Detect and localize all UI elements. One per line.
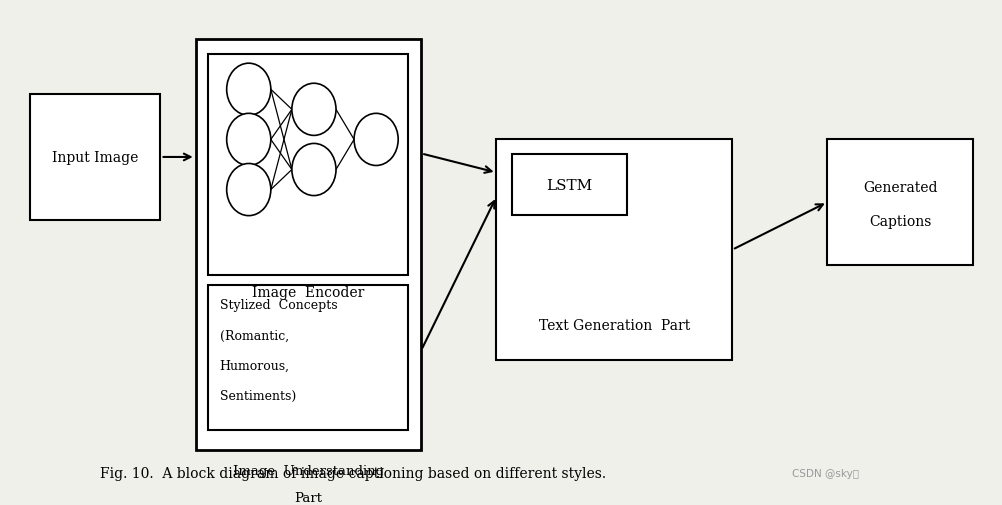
Text: Image  Understanding: Image Understanding — [232, 464, 384, 477]
Text: (Romantic,: (Romantic, — [219, 329, 289, 342]
Text: CSDN @sky赞: CSDN @sky赞 — [792, 468, 859, 478]
Text: Generated: Generated — [862, 181, 937, 194]
Bar — [827, 140, 972, 265]
Text: Text Generation  Part: Text Generation Part — [538, 318, 689, 332]
Text: Stylized  Concepts: Stylized Concepts — [219, 299, 337, 312]
Text: Image  Encoder: Image Encoder — [252, 286, 365, 300]
Bar — [30, 95, 160, 220]
Bar — [207, 55, 408, 275]
Ellipse shape — [226, 164, 271, 216]
Text: Humorous,: Humorous, — [219, 359, 290, 372]
Text: Sentiments): Sentiments) — [219, 389, 296, 402]
Text: LSTM: LSTM — [545, 178, 592, 192]
Bar — [511, 155, 626, 215]
Bar — [496, 140, 731, 361]
Ellipse shape — [354, 114, 398, 166]
Text: Fig. 10.  A block diagram of image captioning based on different styles.: Fig. 10. A block diagram of image captio… — [100, 466, 606, 480]
Text: Captions: Captions — [868, 215, 931, 228]
Ellipse shape — [292, 84, 336, 136]
Ellipse shape — [292, 144, 336, 196]
Text: Input Image: Input Image — [52, 150, 138, 165]
Ellipse shape — [226, 114, 271, 166]
Bar — [195, 40, 421, 450]
Bar — [207, 285, 408, 430]
Text: Part: Part — [295, 491, 322, 504]
Ellipse shape — [226, 64, 271, 116]
